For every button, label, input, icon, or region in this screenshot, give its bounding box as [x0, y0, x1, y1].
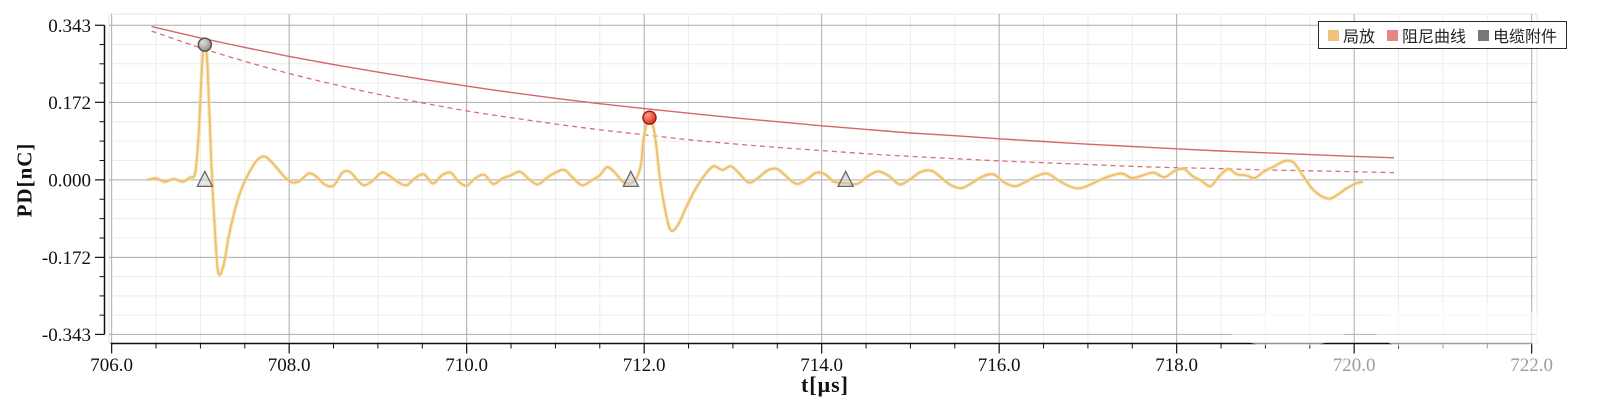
x-tick-label: 718.0: [1155, 355, 1198, 376]
damping-curve-solid: [151, 25, 1395, 159]
watermark-smudge: [1230, 313, 1346, 347]
pd-pulse-marker: [197, 37, 213, 52]
y-tick-label: -0.172: [42, 248, 91, 269]
legend-label: 局放: [1343, 29, 1376, 46]
pd-pulse-marker: [642, 110, 657, 125]
cable-accessory-marker: [622, 169, 640, 188]
x-tick-label: 714.0: [800, 355, 843, 376]
legend-label: 阻尼曲线: [1402, 29, 1467, 46]
x-tick-label: 716.0: [978, 355, 1021, 376]
legend-swatch-icon: [1478, 29, 1490, 41]
cable-accessory-marker: [196, 169, 214, 188]
y-tick-label: -0.343: [42, 325, 91, 346]
y-tick-label: 0.343: [48, 16, 91, 37]
x-tick-label: 712.0: [623, 355, 666, 376]
legend: 局放 阻尼曲线 电缆附件: [1318, 21, 1568, 49]
x-tick-label: 710.0: [445, 355, 488, 376]
x-tick-label: 706.0: [90, 355, 133, 376]
x-axis-title: t[μs]: [800, 372, 849, 397]
x-tick-label: 722.0: [1510, 355, 1553, 376]
legend-item: 电缆附件: [1478, 23, 1557, 47]
cable-accessory-marker: [837, 169, 855, 188]
legend-item: 局放: [1328, 23, 1375, 47]
legend-swatch-icon: [1328, 29, 1339, 41]
y-tick-label: 0.172: [48, 93, 91, 114]
y-axis-title: PD[nC]: [12, 142, 37, 218]
pd-waveform-halo: [146, 42, 1364, 277]
watermark-smudge: [1374, 301, 1550, 355]
legend-swatch-icon: [1387, 29, 1399, 41]
legend-label: 电缆附件: [1493, 29, 1558, 46]
x-tick-label: 720.0: [1333, 355, 1376, 376]
pd-waveform-line: [146, 43, 1364, 276]
x-tick-label: 708.0: [268, 355, 311, 376]
y-tick-label: 0.000: [48, 170, 91, 191]
legend-item: 阻尼曲线: [1387, 23, 1466, 47]
